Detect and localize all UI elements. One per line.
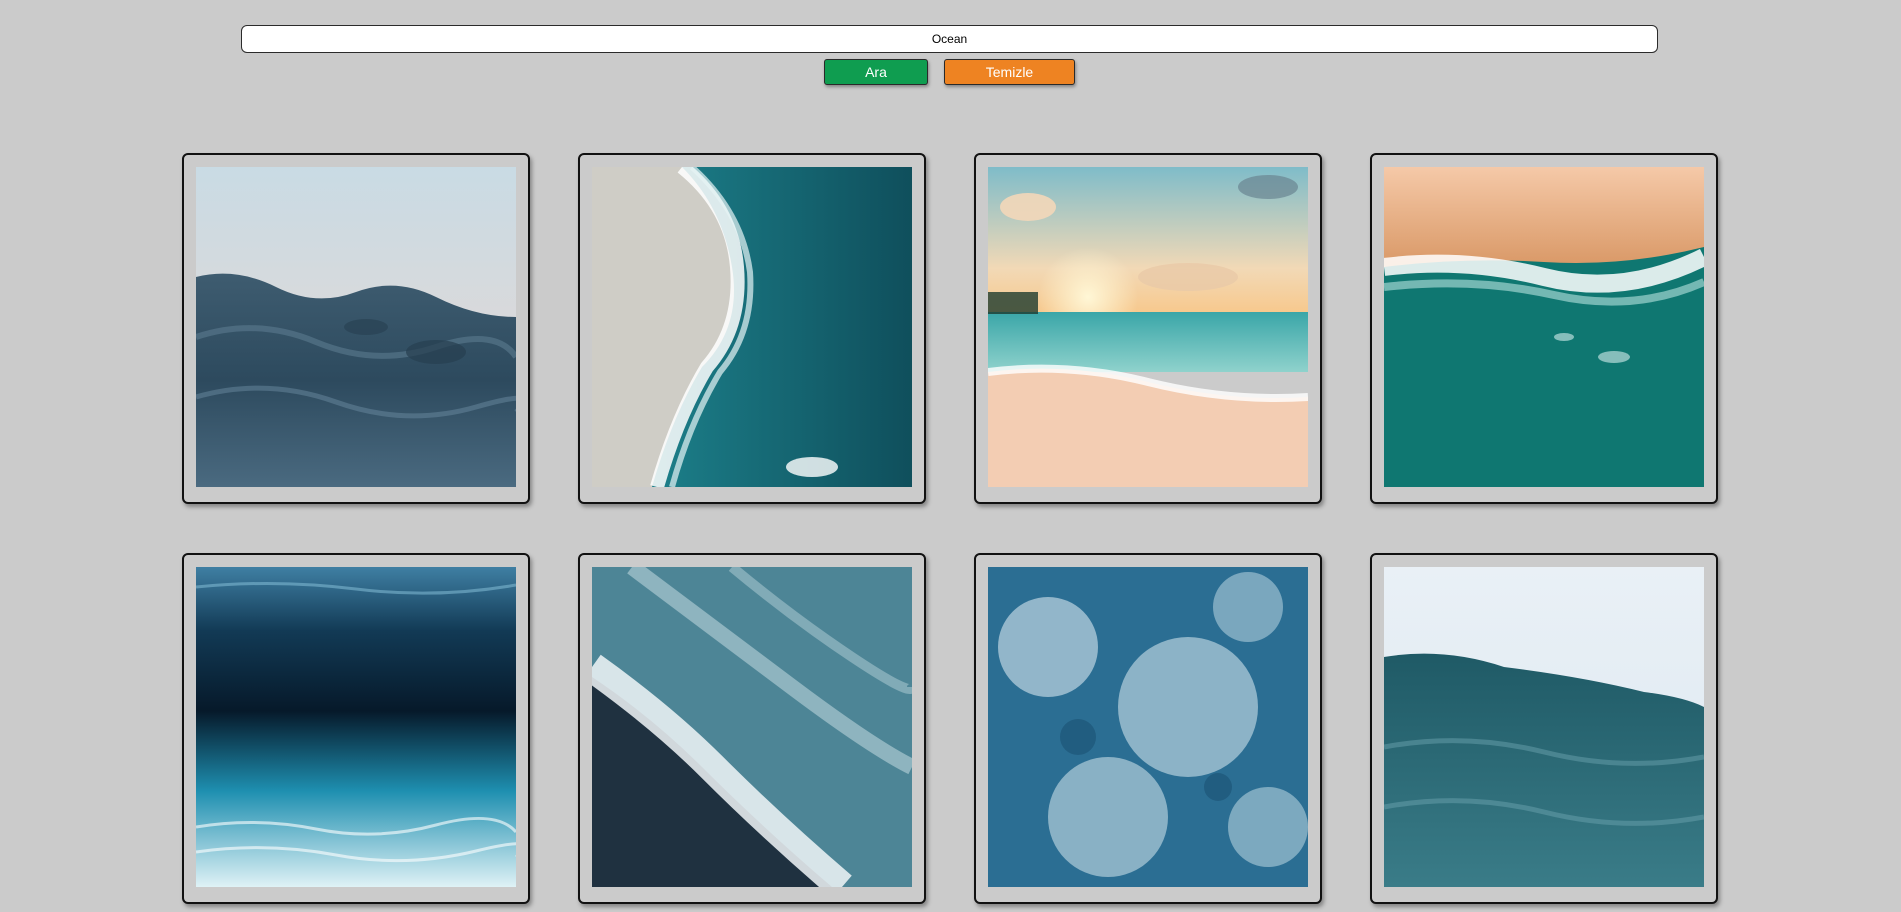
gallery-image[interactable] (196, 167, 516, 487)
image-card[interactable] (182, 153, 530, 504)
turbulent-water-image (988, 567, 1308, 887)
image-card[interactable] (974, 153, 1322, 504)
gallery-image[interactable] (592, 567, 912, 887)
image-card[interactable] (182, 553, 530, 904)
search-button[interactable]: Ara (824, 59, 928, 85)
aerial-beach-image (592, 167, 912, 487)
gallery-image[interactable] (988, 167, 1308, 487)
underwater-seabed-image (196, 567, 516, 887)
image-card[interactable] (974, 553, 1322, 904)
image-card[interactable] (578, 553, 926, 904)
sunset-beach-image (988, 167, 1308, 487)
gallery-image[interactable] (196, 567, 516, 887)
gallery-image[interactable] (1384, 167, 1704, 487)
teal-waves-image (1384, 567, 1704, 887)
gallery-image[interactable] (592, 167, 912, 487)
image-card[interactable] (578, 153, 926, 504)
gallery-image[interactable] (988, 567, 1308, 887)
aerial-surf-image (592, 567, 912, 887)
gallery-image[interactable] (1384, 567, 1704, 887)
search-input[interactable] (241, 25, 1658, 53)
clear-button[interactable]: Temizle (944, 59, 1075, 85)
image-card[interactable] (1370, 153, 1718, 504)
aerial-waves-sand-image (1384, 167, 1704, 487)
image-card[interactable] (1370, 553, 1718, 904)
ocean-wave-dusk-image (196, 167, 516, 487)
